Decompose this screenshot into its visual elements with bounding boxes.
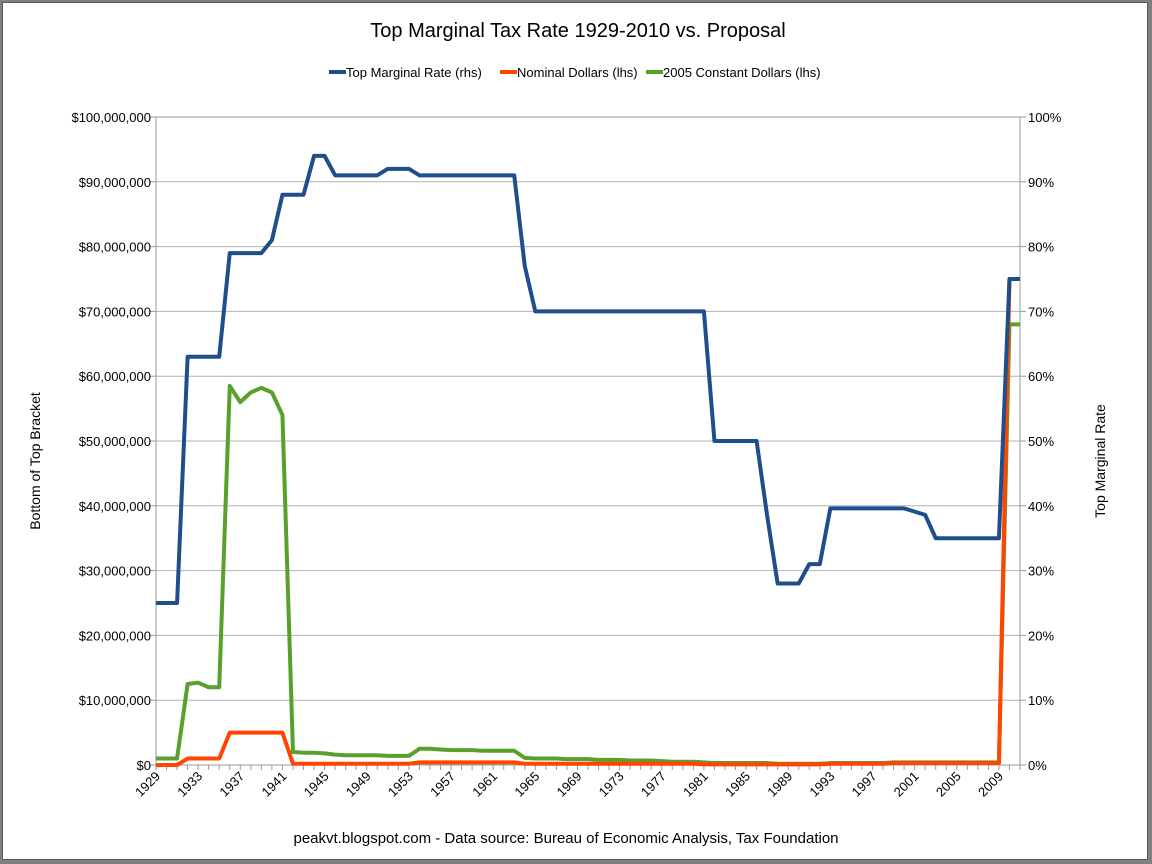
y-right-tick-label: 20%: [1028, 628, 1054, 643]
x-tick-label: 1945: [301, 769, 332, 800]
legend-label: 2005 Constant Dollars (lhs): [663, 65, 821, 80]
x-tick-label: 1993: [806, 769, 837, 800]
y-right-tick-label: 10%: [1028, 693, 1054, 708]
x-tick-label: 2005: [933, 769, 964, 800]
y-right-tick-label: 40%: [1028, 499, 1054, 514]
x-tick-label: 1953: [385, 769, 416, 800]
chart-canvas: Top Marginal Tax Rate 1929-2010 vs. Prop…: [27, 20, 1108, 847]
legend-label: Top Marginal Rate (rhs): [346, 65, 482, 80]
x-tick-label: 1929: [132, 769, 163, 800]
x-tick-label: 1937: [216, 769, 247, 800]
x-axis-ticks: 1929 1933 1937 1941 1945 1949 1953 1957 1961 1965…: [132, 765, 1021, 800]
y-left-tick-label: $50,000,000: [79, 434, 151, 449]
legend-label: Nominal Dollars (lhs): [517, 65, 638, 80]
x-tick-label: 1965: [511, 769, 542, 800]
source-note: peakvt.blogspot.com - Data source: Burea…: [293, 830, 838, 847]
y-left-tick-label: $30,000,000: [79, 564, 151, 579]
y-left-tick-label: $100,000,000: [71, 110, 151, 125]
x-tick-label: 1997: [849, 769, 880, 800]
y-axis-left-ticks: $0 $10,000,000 $20,000,000 $30,000,000 $40,0…: [71, 110, 156, 773]
x-tick-label: 1973: [596, 769, 627, 800]
y-left-tick-label: $0: [137, 758, 151, 773]
x-tick-label: 1981: [680, 769, 711, 800]
x-tick-label: 1969: [554, 769, 585, 800]
y-left-tick-label: $20,000,000: [79, 628, 151, 643]
y-left-tick-label: $80,000,000: [79, 240, 151, 255]
y-right-tick-label: 60%: [1028, 369, 1054, 384]
x-tick-label: 1985: [722, 769, 753, 800]
series-lines: [156, 153, 1020, 767]
x-tick-label: 1949: [343, 769, 374, 800]
x-tick-label: 1989: [764, 769, 795, 800]
y-left-tick-label: $60,000,000: [79, 369, 151, 384]
y-right-tick-label: 70%: [1028, 304, 1054, 319]
x-tick-label: 1933: [174, 769, 205, 800]
y-right-tick-label: 90%: [1028, 175, 1054, 190]
y-left-tick-label: $40,000,000: [79, 499, 151, 514]
x-tick-label: 2001: [891, 769, 922, 800]
series-line: [156, 277, 1020, 767]
y-axis-right-title: Top Marginal Rate: [1092, 404, 1108, 518]
chart-title: Top Marginal Tax Rate 1929-2010 vs. Prop…: [370, 20, 785, 42]
y-left-tick-label: $10,000,000: [79, 693, 151, 708]
x-tick-label: 1941: [259, 769, 290, 800]
series-line: [156, 153, 1020, 605]
y-right-tick-label: 50%: [1028, 434, 1054, 449]
y-axis-left-title: Bottom of Top Bracket: [27, 392, 43, 530]
legend: Top Marginal Rate (rhs) Nominal Dollars (…: [329, 65, 821, 80]
y-right-tick-label: 100%: [1028, 110, 1062, 125]
y-axis-right-ticks: 0% 10% 20% 30% 40% 50% 60% 70% 80% 90% 100%: [1020, 110, 1062, 773]
y-right-tick-label: 0%: [1028, 758, 1047, 773]
x-tick-label: 2009: [975, 769, 1006, 800]
y-left-tick-label: $90,000,000: [79, 175, 151, 190]
x-tick-label: 1977: [638, 769, 669, 800]
y-right-tick-label: 80%: [1028, 240, 1054, 255]
x-tick-label: 1961: [469, 769, 500, 800]
y-right-tick-label: 30%: [1028, 564, 1054, 579]
x-tick-label: 1957: [427, 769, 458, 800]
y-left-tick-label: $70,000,000: [79, 304, 151, 319]
